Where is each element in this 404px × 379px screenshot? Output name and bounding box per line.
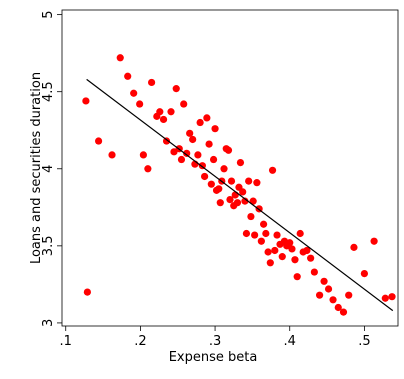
data-point — [180, 100, 188, 108]
data-point — [339, 308, 348, 316]
data-point — [278, 253, 286, 261]
data-point — [236, 159, 245, 167]
y-axis: 3 3.5 4 4.5 5 — [41, 10, 62, 327]
data-point — [227, 177, 236, 185]
data-point — [130, 89, 138, 97]
data-point — [262, 229, 270, 238]
data-point — [260, 220, 268, 228]
data-point — [186, 129, 194, 137]
data-point — [108, 151, 116, 159]
x-axis-title: Expense beta — [169, 350, 258, 365]
data-point — [189, 135, 197, 144]
data-point — [360, 269, 368, 278]
data-point — [239, 188, 247, 196]
y-tick-label: 3 — [41, 319, 56, 327]
data-point — [116, 54, 124, 62]
data-point — [139, 151, 147, 159]
data-point — [205, 140, 213, 148]
data-point — [207, 180, 215, 188]
data-point — [249, 197, 257, 205]
x-tick-label: .3 — [209, 334, 221, 349]
data-point — [307, 254, 315, 262]
data-point — [286, 239, 294, 247]
plot-area-frame — [61, 9, 399, 327]
data-point — [144, 165, 152, 173]
y-tick-label: 5 — [41, 10, 56, 18]
data-point — [211, 125, 219, 133]
data-points — [82, 54, 396, 316]
data-point — [231, 191, 239, 199]
data-point — [268, 166, 277, 174]
data-point — [303, 246, 311, 255]
data-point — [253, 179, 261, 187]
data-point — [83, 288, 91, 296]
y-tick-label: 4 — [41, 165, 56, 173]
data-point — [320, 277, 328, 285]
data-point — [233, 199, 242, 207]
data-point — [324, 285, 333, 293]
data-point — [245, 177, 253, 185]
data-point — [251, 231, 259, 239]
data-point — [82, 97, 90, 105]
data-point — [273, 231, 281, 239]
data-point — [124, 72, 132, 80]
data-point — [264, 248, 272, 256]
data-point — [350, 243, 358, 251]
data-point — [183, 149, 191, 157]
data-point — [162, 137, 171, 145]
data-point — [310, 268, 318, 276]
data-point — [316, 291, 324, 299]
x-tick-label: .1 — [60, 334, 72, 349]
data-point — [247, 212, 255, 221]
data-point — [177, 155, 186, 164]
x-tick-label: .2 — [134, 334, 146, 349]
data-point — [345, 291, 353, 299]
data-point — [201, 172, 209, 181]
data-point — [194, 151, 202, 159]
data-point — [136, 100, 144, 108]
data-point — [172, 85, 180, 93]
data-point — [242, 229, 251, 238]
data-point — [288, 245, 296, 253]
data-point — [220, 165, 228, 173]
data-point — [329, 296, 337, 304]
y-tick-label: 4.5 — [41, 81, 56, 102]
data-point — [215, 185, 223, 193]
data-point — [257, 237, 265, 245]
data-point — [381, 294, 389, 302]
data-point — [241, 197, 249, 205]
y-tick-label: 3.5 — [41, 236, 56, 257]
y-axis-title: Loans and securities duration — [29, 72, 44, 264]
data-point — [266, 259, 274, 267]
data-point — [159, 115, 168, 124]
data-point — [224, 146, 233, 154]
data-point — [334, 303, 342, 312]
data-point — [209, 155, 218, 164]
x-axis: .1 .2 .3 .4 .5 — [60, 326, 371, 349]
data-point — [226, 196, 234, 204]
data-point — [148, 78, 156, 87]
data-point — [203, 114, 211, 122]
data-point — [271, 246, 279, 255]
fit-line — [86, 78, 394, 312]
data-point — [170, 148, 178, 156]
data-point — [293, 273, 301, 281]
data-point — [94, 137, 103, 145]
data-point — [156, 108, 164, 116]
data-point — [167, 108, 175, 116]
data-point — [388, 293, 396, 301]
data-point — [216, 199, 224, 207]
data-point — [291, 256, 299, 264]
data-point — [296, 229, 304, 238]
data-point — [370, 237, 378, 245]
x-tick-label: .5 — [358, 334, 370, 349]
data-point — [196, 118, 204, 127]
x-tick-label: .4 — [284, 334, 296, 349]
